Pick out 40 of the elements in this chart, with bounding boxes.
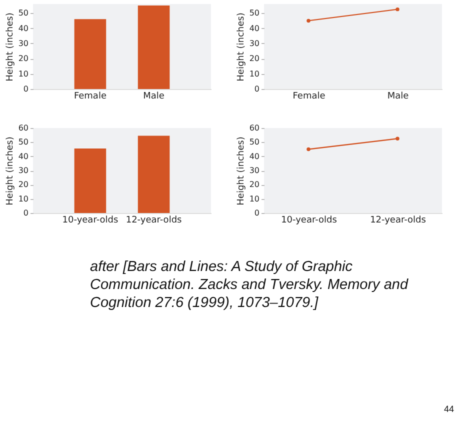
- y-tick-label: 40: [249, 152, 260, 161]
- y-tick-label: 40: [249, 24, 260, 33]
- y-tick-label: 10: [18, 69, 28, 78]
- y-tick-label: 20: [18, 54, 28, 64]
- y-tick-label: 0: [254, 84, 260, 94]
- y-axis-title: Height (inches): [5, 136, 16, 206]
- x-tick-label: 10-year-olds: [62, 216, 118, 226]
- x-tick-label: Male: [387, 92, 410, 102]
- x-tick-label: Female: [74, 92, 107, 102]
- y-tick-label: 60: [18, 124, 28, 132]
- y-tick-label: 60: [249, 124, 260, 132]
- y-tick-label: 0: [23, 84, 28, 94]
- y-tick-label: 50: [18, 138, 28, 147]
- x-tick-label: 12-year-olds: [370, 216, 426, 226]
- text: after [Bars and Lines: A Study of Graphic Communication. Zacks and Tversky. Memory and Cognition 27:6 (1999), 1073–1079.]: [90, 258, 410, 312]
- x-tick-label: 12-year-olds: [126, 216, 182, 226]
- y-tick-label: 20: [249, 54, 260, 64]
- y-tick-label: 10: [249, 194, 260, 204]
- y-tick-label: 10: [249, 69, 260, 78]
- y-tick-label: 20: [18, 180, 28, 190]
- y-tick-label: 50: [18, 8, 28, 18]
- y-tick-label: 20: [249, 180, 260, 190]
- y-tick-label: 50: [249, 8, 260, 18]
- y-tick-label: 50: [249, 138, 260, 147]
- y-axis-title: Height (inches): [236, 136, 246, 206]
- x-tick-label: 10-year-olds: [281, 216, 338, 226]
- y-tick-label: 30: [18, 38, 28, 48]
- y-tick-label: 30: [249, 166, 260, 175]
- y-tick-label: 10: [18, 194, 28, 204]
- y-tick-label: 0: [254, 208, 260, 218]
- text: 44: [444, 404, 454, 414]
- x-tick-label: Female: [292, 92, 326, 102]
- y-tick-label: 30: [249, 38, 260, 48]
- y-axis-title: Height (inches): [5, 12, 16, 82]
- x-tick-label: Male: [143, 92, 165, 102]
- y-tick-label: 40: [18, 24, 28, 33]
- y-tick-label: 40: [18, 152, 28, 161]
- y-axis-title: Height (inches): [236, 12, 246, 82]
- y-tick-label: 0: [23, 208, 28, 218]
- y-tick-label: 30: [18, 166, 28, 175]
